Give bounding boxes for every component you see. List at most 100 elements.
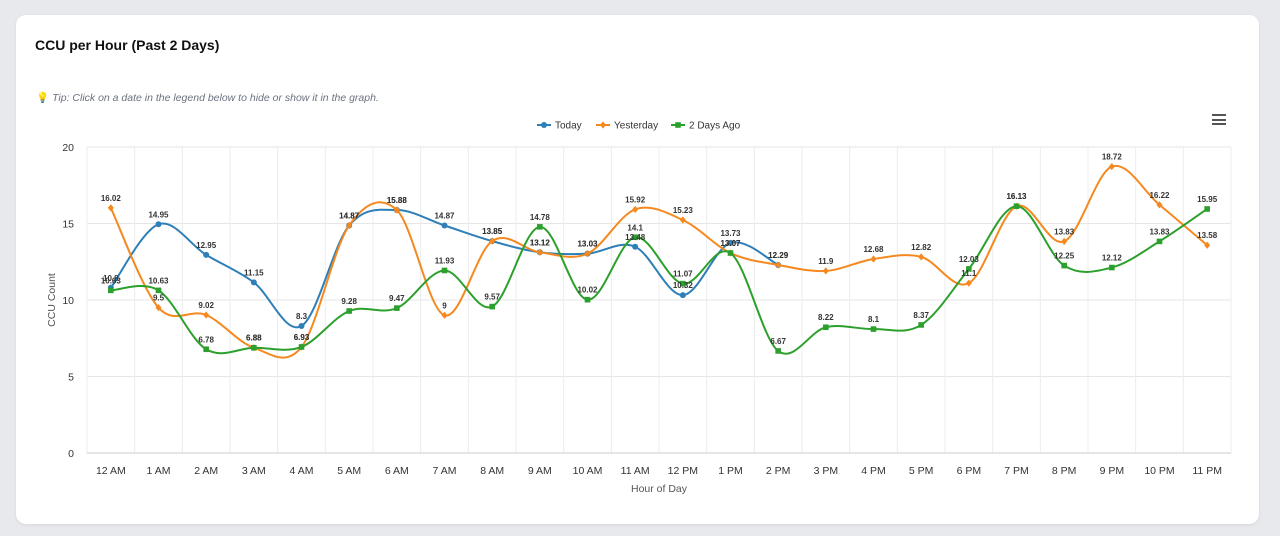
x-tick-label: 3 PM — [814, 465, 839, 477]
data-label: 6.93 — [294, 333, 310, 342]
data-label: 13.83 — [1054, 227, 1075, 236]
chart-card: CCU per Hour (Past 2 Days) 💡 Tip: Click o… — [16, 15, 1259, 524]
data-label: 16.22 — [1149, 191, 1170, 200]
data-label: 6.88 — [246, 334, 262, 343]
data-label: 13.58 — [1197, 231, 1218, 240]
data-point — [966, 266, 972, 272]
data-label: 14.87 — [339, 211, 360, 220]
data-point — [250, 279, 257, 286]
data-point — [203, 311, 210, 319]
data-label: 12.29 — [768, 251, 789, 260]
data-point — [537, 224, 543, 230]
data-label: 16.13 — [1006, 192, 1027, 201]
legend: Today Yesterday 2 Days Ago — [537, 121, 741, 132]
legend-item-today[interactable]: Today — [537, 121, 582, 132]
data-point — [632, 205, 639, 214]
data-point — [394, 305, 400, 311]
series-line — [110, 208, 779, 329]
legend-item-2-days-ago[interactable]: 2 Days Ago — [671, 121, 741, 132]
x-tick-label: 4 AM — [290, 465, 314, 477]
data-label: 8.37 — [913, 311, 929, 320]
data-label: 10.32 — [673, 281, 694, 290]
data-label: 14.87 — [434, 211, 455, 220]
data-point — [441, 267, 448, 274]
legend-item-yesterday[interactable]: Yesterday — [596, 121, 658, 132]
x-tick-label: 10 AM — [573, 465, 603, 477]
tip-label: Tip: Click on a date in the legend below… — [52, 92, 379, 104]
x-tick-label: 7 AM — [433, 465, 457, 477]
data-label: 13.07 — [720, 239, 741, 248]
data-point — [1013, 203, 1020, 210]
data-point — [679, 216, 686, 224]
data-label: 13.85 — [482, 227, 503, 236]
data-label: 11.93 — [435, 256, 455, 265]
data-label: 13.12 — [530, 238, 551, 247]
data-point — [1156, 201, 1163, 209]
data-point — [1109, 264, 1115, 271]
data-label: 13.07 — [720, 239, 741, 248]
data-point — [1108, 162, 1115, 171]
data-label: 9.57 — [484, 293, 500, 302]
data-point — [1061, 262, 1067, 269]
series-2-days-ago — [108, 203, 1210, 355]
tip-text: 💡 Tip: Click on a date in the legend belo… — [36, 91, 379, 104]
data-point — [775, 348, 781, 354]
x-tick-label: 4 PM — [861, 465, 886, 477]
data-label: 10.8 — [103, 274, 119, 283]
data-point — [965, 279, 972, 287]
x-tick-label: 6 AM — [385, 465, 409, 477]
data-label: 9 — [442, 301, 447, 310]
x-tick-label: 5 PM — [909, 465, 934, 477]
data-point — [441, 311, 448, 319]
data-point — [251, 344, 257, 351]
data-label: 13.03 — [577, 240, 598, 249]
x-tick-label: 9 AM — [528, 465, 552, 477]
data-point — [298, 344, 305, 350]
x-tick-label: 10 PM — [1144, 465, 1174, 477]
card-title: CCU per Hour (Past 2 Days) — [35, 37, 220, 53]
data-label: 11.9 — [818, 257, 834, 266]
data-point — [727, 239, 734, 246]
legend-marker — [675, 122, 681, 128]
x-tick-label: 5 AM — [337, 465, 361, 477]
data-point — [918, 322, 924, 328]
data-point — [108, 287, 114, 294]
data-label: 11.07 — [673, 270, 693, 279]
x-tick-label: 1 PM — [718, 465, 743, 477]
x-tick-label: 3 AM — [242, 465, 266, 477]
data-label: 13.85 — [482, 227, 503, 236]
data-label: 15.23 — [673, 206, 694, 215]
data-point — [775, 261, 782, 269]
data-label: 13.83 — [1149, 227, 1170, 236]
data-label: 8.1 — [868, 315, 880, 324]
data-label: 9.02 — [198, 301, 214, 310]
y-tick-label: 10 — [62, 295, 74, 307]
data-label: 12.82 — [911, 243, 932, 252]
data-label: 9.47 — [389, 294, 405, 303]
data-point — [536, 248, 543, 256]
data-point — [107, 204, 114, 212]
hamburger-menu-icon[interactable] — [1212, 114, 1226, 126]
x-tick-label: 2 AM — [194, 465, 218, 477]
y-tick-label: 20 — [62, 142, 74, 154]
data-label: 6.88 — [246, 334, 262, 343]
data-label: 18.72 — [1102, 153, 1123, 162]
legend-marker — [541, 122, 547, 128]
x-tick-label: 9 PM — [1100, 465, 1125, 477]
data-label: 8.3 — [296, 312, 308, 321]
data-label: 11.1 — [961, 269, 977, 278]
x-tick-label: 12 AM — [96, 465, 126, 477]
data-label: 14.1 — [627, 223, 643, 232]
legend-marker — [600, 121, 606, 129]
data-point — [584, 296, 591, 303]
data-point — [1204, 206, 1210, 212]
data-label: 12.68 — [863, 245, 884, 254]
data-label: 12.03 — [959, 255, 980, 264]
legend-label: Yesterday — [614, 121, 658, 132]
y-tick-label: 5 — [68, 372, 74, 384]
data-label: 12.12 — [1102, 254, 1123, 263]
data-label: 9.28 — [341, 297, 357, 306]
data-label: 13.03 — [577, 240, 598, 249]
data-label: 13.48 — [625, 233, 646, 242]
data-point — [155, 287, 162, 294]
